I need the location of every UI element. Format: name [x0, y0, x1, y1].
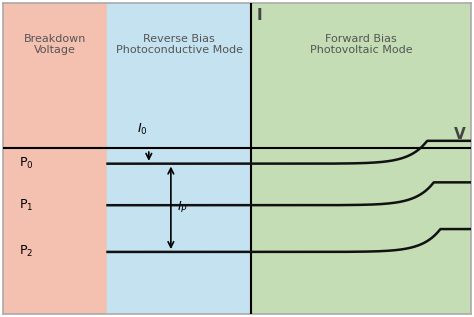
Bar	[108, 3, 251, 314]
Text: V: V	[454, 127, 466, 142]
Text: P$_1$: P$_1$	[19, 198, 34, 213]
Text: I: I	[256, 8, 262, 23]
Text: P$_0$: P$_0$	[19, 156, 34, 171]
Bar	[251, 3, 471, 314]
Text: Reverse Bias
Photoconductive Mode: Reverse Bias Photoconductive Mode	[116, 34, 243, 55]
Text: I$_0$: I$_0$	[137, 122, 147, 137]
Text: I$_P$: I$_P$	[177, 200, 189, 215]
Text: Forward Bias
Photovoltaic Mode: Forward Bias Photovoltaic Mode	[310, 34, 412, 55]
Bar	[3, 3, 108, 314]
Text: P$_2$: P$_2$	[19, 244, 34, 260]
Text: Breakdown
Voltage: Breakdown Voltage	[24, 34, 86, 55]
